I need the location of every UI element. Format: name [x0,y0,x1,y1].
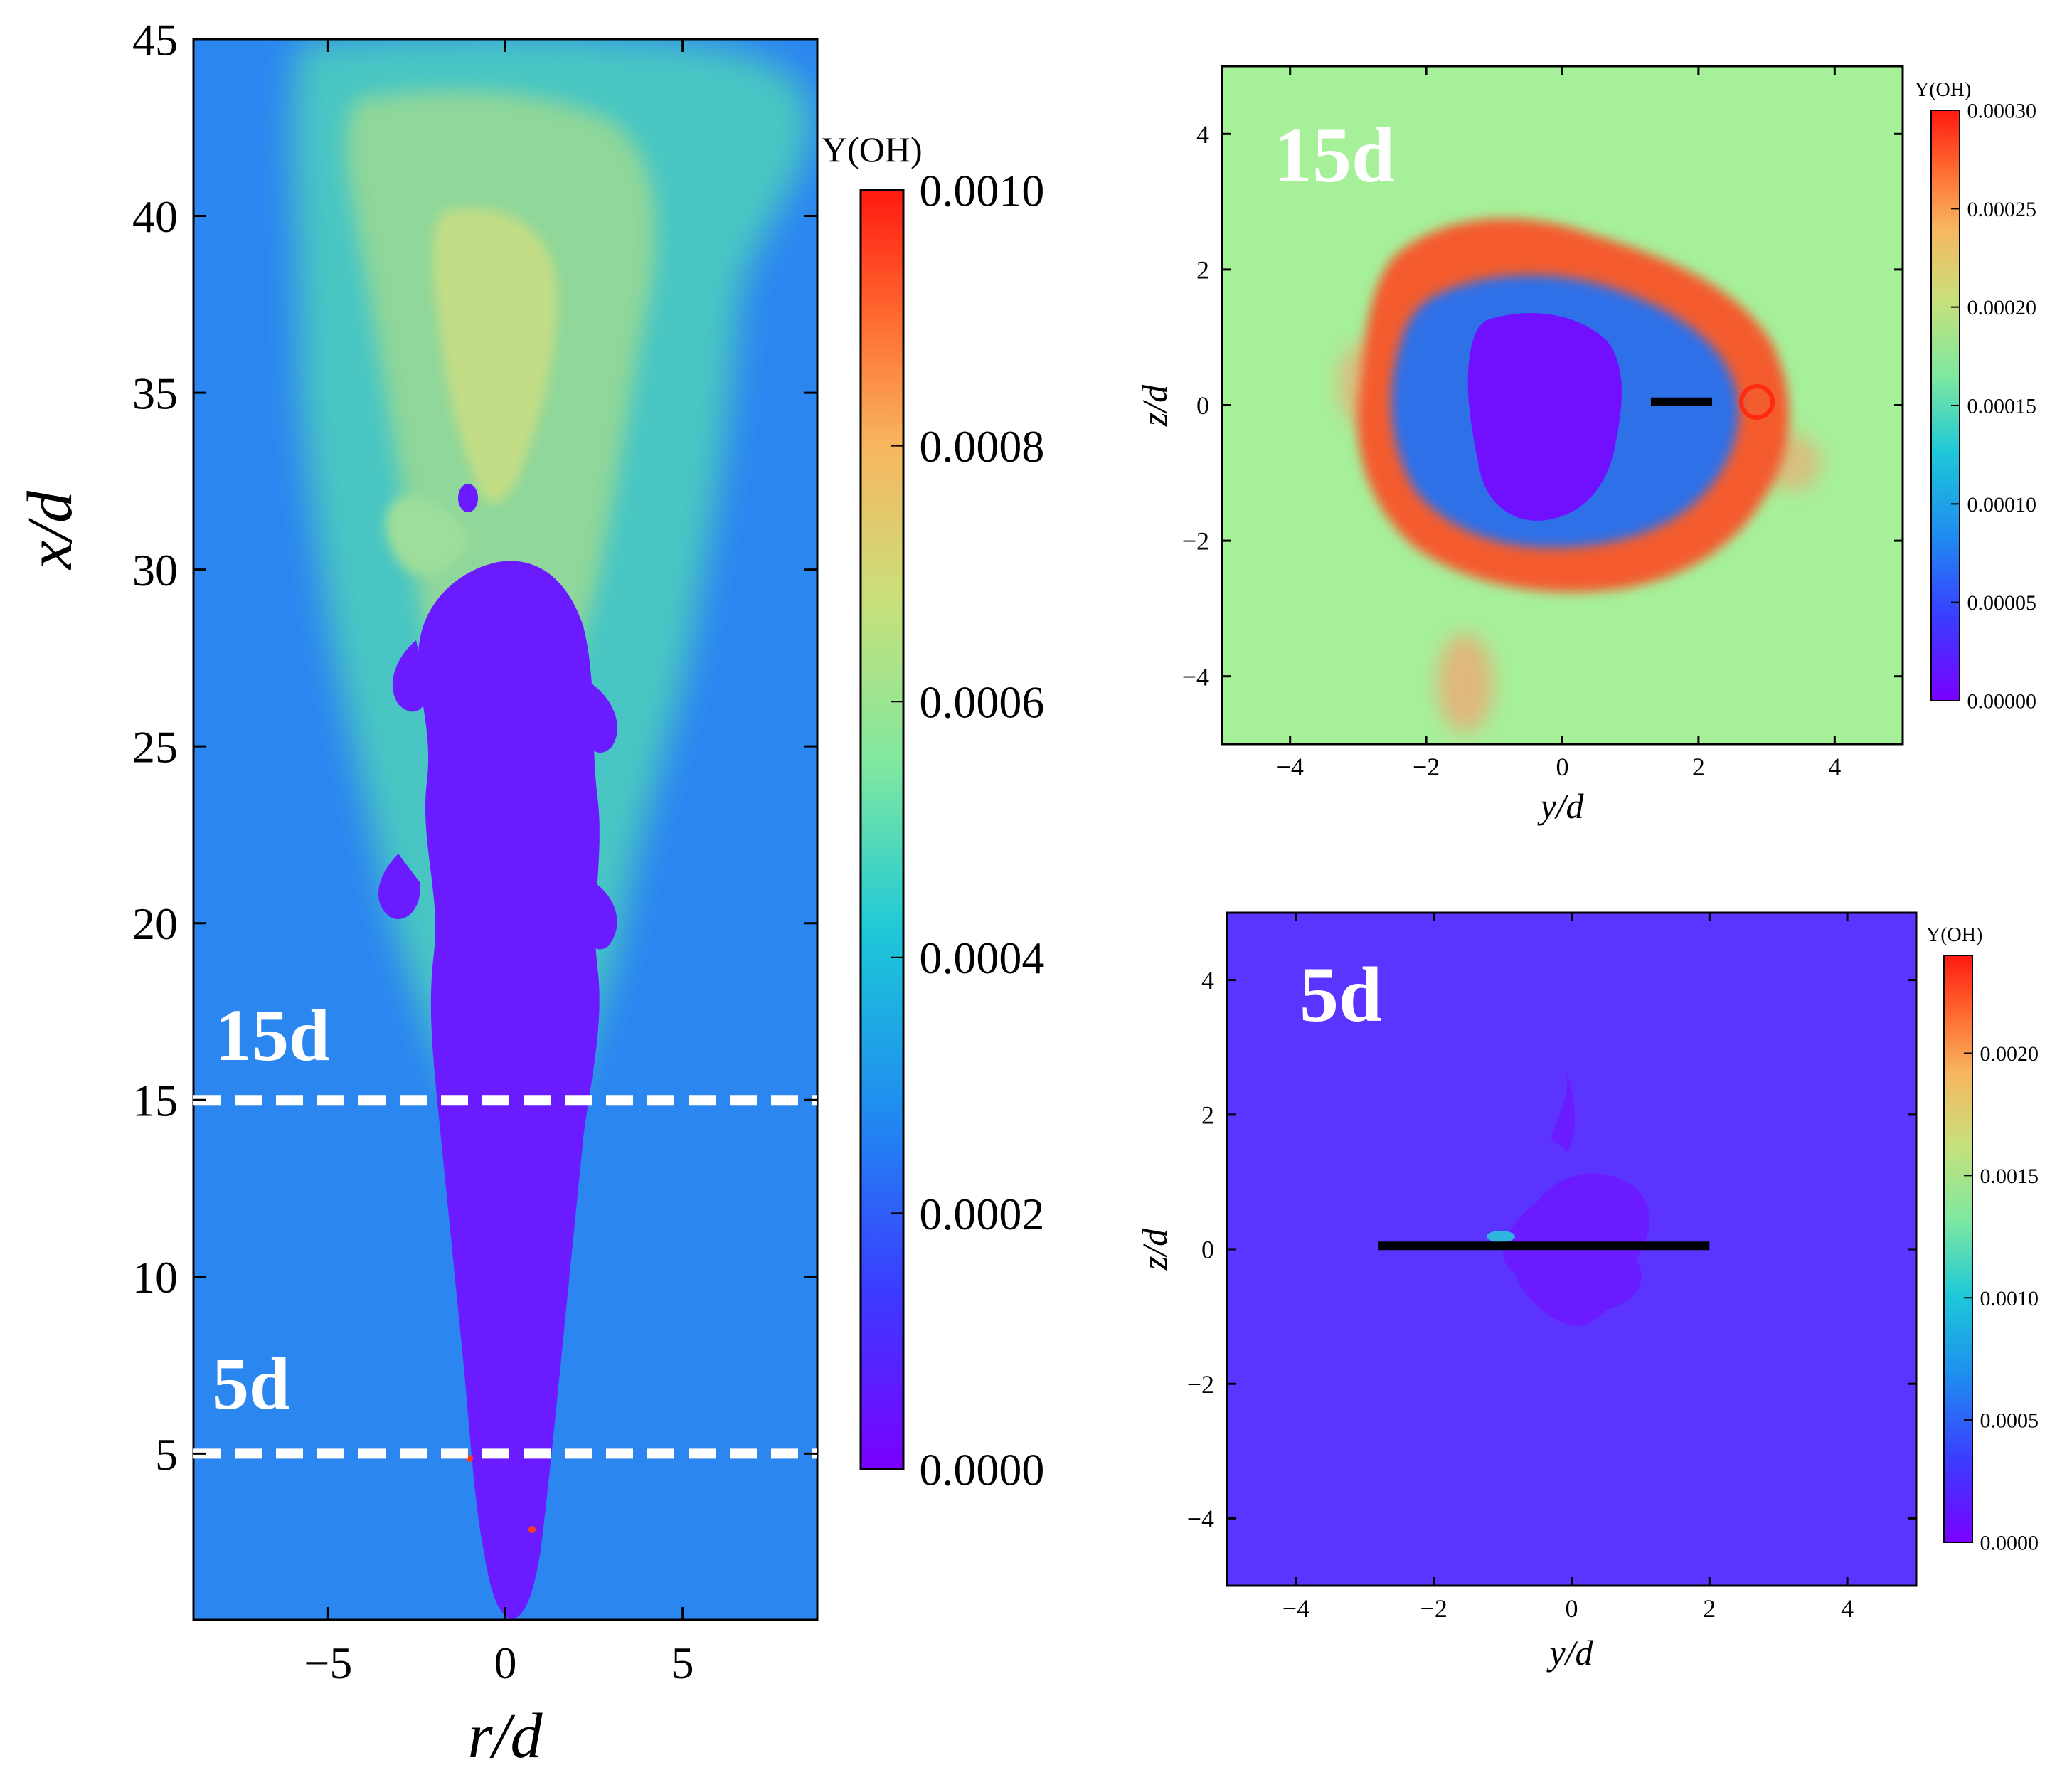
left-cbtick-label-1: 0.0002 [919,1189,1044,1239]
br-mixing-spot [1487,1231,1515,1242]
panel-top-right: 15d −4 −2 0 2 4 −4 −2 0 2 4 z/d y/d Y(OH) 0.0000… [1135,65,2036,826]
left-ytick-label-5: 30 [132,545,178,595]
tr-vortex [1739,384,1775,420]
br-x-axis: −4 −2 0 2 4 [1282,913,1854,1623]
br-field [1227,913,1916,1586]
tr-x-axis: −4 −2 0 2 4 [1277,66,1841,781]
tr-xtick-label-0: −4 [1277,753,1304,781]
br-y-label: z/d [1135,1228,1174,1271]
tr-cbtick-label-2: 0.00010 [1967,493,2037,516]
plume-core-upper [432,208,557,504]
tr-ytick-label-2: 0 [1196,391,1209,420]
left-ytick-label-1: 10 [132,1252,178,1303]
left-cbtick-label-3: 0.0006 [919,677,1044,728]
core-eddy-4 [586,882,617,950]
core-eddy-3 [378,854,420,919]
br-xtick-label-3: 2 [1703,1594,1716,1623]
left-xtick-label-2: 5 [671,1638,694,1688]
left-cbtick-label-4: 0.0008 [919,421,1044,472]
left-colorbar [859,189,905,1470]
left-colorbar-title: Y(OH) [822,129,923,169]
tr-cbtick-label-0: 0.00000 [1967,690,2037,714]
left-xtick-label-1: 0 [494,1638,517,1688]
left-cbtick-label-0: 0.0000 [919,1444,1044,1495]
tr-ytick-label-4: 4 [1196,120,1209,149]
left-ytick-label-8: 45 [132,14,178,65]
tr-xtick-label-3: 2 [1692,753,1705,781]
br-ytick-label-0: −4 [1187,1505,1214,1533]
tr-field [1222,66,1903,744]
tr-cbtick-label-3: 0.00015 [1967,395,2037,418]
tr-cbtick-label-1: 0.00005 [1967,591,2037,615]
tr-x-label: y/d [1536,786,1584,826]
br-x-label: y/d [1546,1633,1593,1673]
tr-ytick-label-0: −4 [1182,662,1209,691]
left-ytick-label-0: 5 [155,1429,178,1480]
br-cbtick-label-4: 0.0020 [1980,1042,2039,1066]
inner-core [418,561,600,1620]
left-colorbar-ticks: 0.0000 0.0002 0.0004 0.0006 0.0008 0.0010 [891,165,1044,1495]
br-core-tail [1551,1067,1576,1152]
left-ytick-label-4: 25 [132,722,178,773]
core-blob [458,484,478,512]
tr-annotation: 15d [1273,112,1395,198]
cut-label-15d: 15d [215,995,330,1076]
left-y-axis: 5 10 15 20 25 30 35 40 45 [132,14,817,1480]
tr-ytick-label-3: 2 [1196,256,1209,285]
br-colorbar [1943,955,1973,1543]
br-ytick-label-4: 4 [1201,966,1214,995]
panel-left: 15d 5d 5 10 15 20 25 30 35 40 45 −5 0 5 x/d r/d Y(… [15,14,1044,1765]
left-x-axis: −5 0 5 [304,39,694,1688]
tr-xtick-label-2: 0 [1556,753,1569,781]
tr-outer-blob-1 [1437,633,1494,733]
left-ytick-label-6: 35 [132,368,178,418]
cut-label-5d: 5d [212,1343,290,1425]
left-xtick-label-0: −5 [304,1638,352,1688]
left-cbtick-label-2: 0.0004 [919,933,1044,983]
tr-y-label: z/d [1135,384,1174,427]
br-xtick-label-0: −4 [1282,1594,1309,1623]
left-x-label: r/d [467,1701,543,1765]
br-ytick-label-3: 2 [1201,1101,1214,1129]
left-ytick-label-2: 15 [132,1076,178,1126]
br-cbtick-label-1: 0.0005 [1980,1409,2039,1433]
tr-cbtick-label-6: 0.00030 [1967,100,2037,123]
tr-xtick-label-4: 4 [1828,753,1841,781]
br-colorbar-title: Y(OH) [1926,924,1982,946]
core-eddy-1 [392,640,427,712]
br-ytick-label-1: −2 [1187,1370,1214,1399]
tr-cbtick-label-4: 0.00020 [1967,296,2037,319]
br-cbtick-label-3: 0.0015 [1980,1165,2039,1188]
br-colorbar-ticks: 0.0000 0.0005 0.0010 0.0015 0.0020 [1964,1042,2039,1555]
left-field [193,39,817,1620]
core-eddy-2 [586,683,618,753]
plume-patch [385,497,469,575]
tr-colorbar-title: Y(OH) [1915,79,1971,101]
left-cbtick-label-5: 0.0010 [919,165,1044,216]
br-xtick-label-4: 4 [1841,1594,1854,1623]
left-ytick-label-3: 20 [132,899,178,949]
tr-ytick-label-1: −2 [1182,527,1209,556]
tr-y-axis: −4 −2 0 2 4 [1182,120,1903,691]
tr-cbtick-label-5: 0.00025 [1967,198,2037,221]
br-cbtick-label-0: 0.0000 [1980,1532,2039,1555]
left-ytick-label-7: 40 [132,191,178,242]
br-y-axis: −4 −2 0 2 4 [1187,966,1916,1533]
br-xtick-label-2: 0 [1566,1594,1578,1623]
tr-colorbar-ticks: 0.00000 0.00005 0.00010 0.00015 0.00020 0.000… [1951,100,2036,714]
br-xtick-label-1: −2 [1420,1594,1447,1623]
nozzle-spot-2 [528,1526,536,1533]
br-annotation: 5d [1300,951,1382,1038]
br-ytick-label-2: 0 [1201,1236,1214,1264]
tr-core [1467,313,1622,521]
left-y-label: x/d [15,490,85,571]
tr-xtick-label-1: −2 [1413,753,1440,781]
br-cbtick-label-2: 0.0010 [1980,1287,2039,1310]
